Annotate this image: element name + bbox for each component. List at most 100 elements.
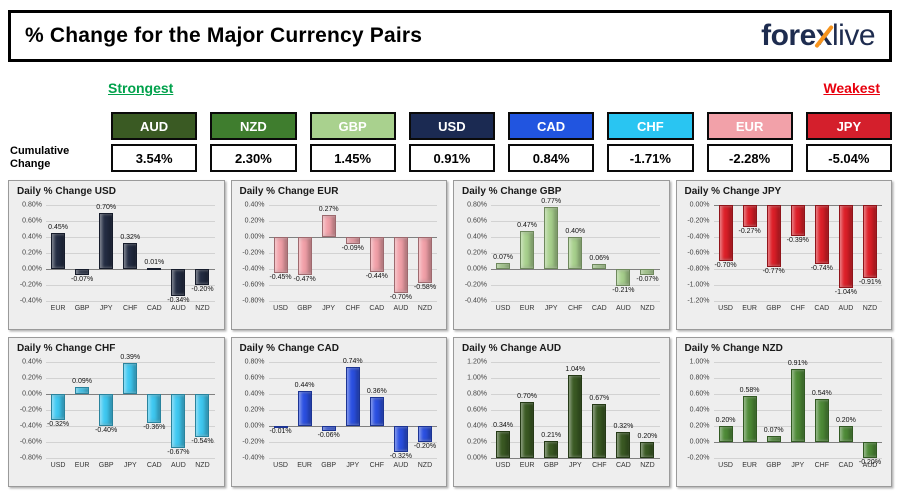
bar-aud <box>862 442 877 458</box>
y-axis-tick-label: 0.80% <box>467 201 487 209</box>
bar-value-label: -0.70% <box>714 262 737 269</box>
cumulative-value-jpy: -5.04% <box>805 144 892 172</box>
x-axis-category-label: JPY <box>322 305 336 312</box>
y-axis-tick-label: 0.60% <box>244 374 265 382</box>
gridline <box>46 426 215 427</box>
chart-panel-gbp: Daily % Change GBP 0.80% 0.60% 0.40% 0.20% 0… <box>453 180 670 330</box>
bar-value-label: 0.67% <box>589 395 610 403</box>
chart-title: Daily % Change CAD <box>239 343 339 354</box>
bar-gbp <box>75 269 90 275</box>
bar-eur <box>742 395 757 442</box>
gridline <box>46 362 215 363</box>
cumulative-value-aud: 3.54% <box>111 144 198 172</box>
y-axis-tick-label: -0.80% <box>19 454 42 462</box>
y-axis-tick-label: -0.40% <box>687 233 710 241</box>
bar-usd <box>496 263 511 269</box>
bar-value-label: -0.07% <box>71 275 94 283</box>
bar-value-label: -0.20% <box>858 459 882 466</box>
bar-chart-usd: 0.80% 0.60% 0.40% 0.20% 0.00% -0.20% -0.40% 0.4… <box>20 202 215 312</box>
bar-value-label: 0.54% <box>811 389 832 397</box>
bar-value-label: 0.45% <box>48 224 68 231</box>
bar-value-label: 0.09% <box>72 377 93 385</box>
x-axis-category-label: GBP <box>321 462 337 469</box>
x-axis-category-label: CAD <box>814 305 830 312</box>
bar-jpy <box>568 374 583 458</box>
y-axis-tick-label: 0.00% <box>244 233 265 241</box>
bar-value-label: 0.74% <box>342 357 363 365</box>
currency-box-cad: CAD <box>508 112 595 140</box>
x-axis-category-label: USD <box>50 462 66 469</box>
chart-title: Daily % Change GBP <box>462 186 562 197</box>
bar-value-label: -0.77% <box>762 267 785 275</box>
x-axis-category-label: CAD <box>838 462 854 469</box>
y-axis-tick-label: -0.20% <box>687 217 710 225</box>
x-axis-category-label: NZD <box>195 305 210 312</box>
logo-text-live: live <box>831 19 876 52</box>
y-axis-tick-label: 0.00% <box>22 265 42 273</box>
y-axis-tick-label: 0.60% <box>467 406 487 414</box>
bar-chart-cad: 0.80% 0.60% 0.40% 0.20% 0.00% -0.20% -0.40% -0.… <box>242 358 437 469</box>
x-axis-category-label: CHF <box>369 462 384 469</box>
y-axis-tick-label: 0.60% <box>689 390 710 398</box>
y-axis-tick-label: 0.80% <box>689 374 710 382</box>
y-axis-tick-label: 0.40% <box>467 422 487 430</box>
bar-aud <box>171 269 186 297</box>
x-axis-category-label: JPY <box>99 305 113 312</box>
bar-jpy <box>790 369 805 442</box>
x-axis-category-label: NZD <box>195 462 210 469</box>
bar-value-label: 0.39% <box>120 353 141 361</box>
bar-chf <box>123 243 138 269</box>
gridline <box>491 285 660 286</box>
chart-title: Daily % Change CHF <box>17 343 116 354</box>
bar-value-label: 0.27% <box>318 206 339 214</box>
gridline <box>713 253 882 254</box>
gridline <box>491 205 660 206</box>
gridline <box>268 442 437 443</box>
x-axis-category-label: JPY <box>123 462 137 469</box>
bar-nzd <box>640 269 655 275</box>
bar-usd <box>51 394 66 420</box>
y-axis-tick-label: -0.40% <box>464 297 487 305</box>
bar-chf <box>369 397 384 426</box>
y-axis-tick-label: -0.20% <box>19 281 42 289</box>
cumulative-value-usd: 0.91% <box>408 144 495 172</box>
chart-panel-cad: Daily % Change CAD 0.80% 0.60% 0.40% 0.20% 0… <box>230 337 447 487</box>
y-axis-tick-label: 0.40% <box>22 233 42 241</box>
header: % Change for the Major Currency Pairs fo… <box>8 10 892 62</box>
gridline <box>713 237 882 238</box>
bar-cad <box>147 394 162 423</box>
x-axis-category-label: CHF <box>592 462 607 469</box>
bar-eur <box>75 386 90 394</box>
bar-value-label: 0.01% <box>144 259 165 267</box>
x-axis-category-label: EUR <box>74 462 90 469</box>
bar-nzd <box>640 442 655 458</box>
summary-grid: AUD NZD GBP USD CAD CHF EUR JPY Cumulati… <box>8 112 892 172</box>
bar-value-label: 0.21% <box>541 432 562 440</box>
bar-jpy <box>99 213 114 269</box>
strongest-label: Strongest <box>108 80 174 96</box>
gridline <box>713 269 882 270</box>
chart-title: Daily % Change JPY <box>684 186 782 197</box>
y-axis-tick-label: 0.00% <box>467 265 487 273</box>
x-axis-category-label: AUD <box>171 305 186 312</box>
bar-aud <box>616 269 631 286</box>
bar-value-label: -0.58% <box>413 284 437 292</box>
gridline <box>713 362 882 363</box>
y-axis-tick-label: 0.00% <box>244 422 265 430</box>
x-axis-category-label: EUR <box>519 305 535 312</box>
y-axis-tick-label: -0.40% <box>242 265 265 273</box>
bar-value-label: -0.32% <box>46 420 70 428</box>
x-axis-category-label: NZD <box>862 305 878 312</box>
gridline <box>268 362 437 363</box>
bar-value-label: -0.70% <box>389 294 412 301</box>
x-axis-category-label: USD <box>273 305 288 312</box>
gridline <box>46 205 215 206</box>
bar-value-label: -0.21% <box>612 286 635 294</box>
logo-x-icon: x <box>815 19 833 52</box>
bar-eur <box>520 231 535 269</box>
y-axis-tick-label: 0.40% <box>244 201 265 209</box>
x-axis-category-label: AUD <box>838 305 854 312</box>
cumulative-change-label: Cumulative Change <box>10 145 70 170</box>
y-axis-tick-label: -0.60% <box>19 438 42 446</box>
gridline <box>268 269 437 270</box>
